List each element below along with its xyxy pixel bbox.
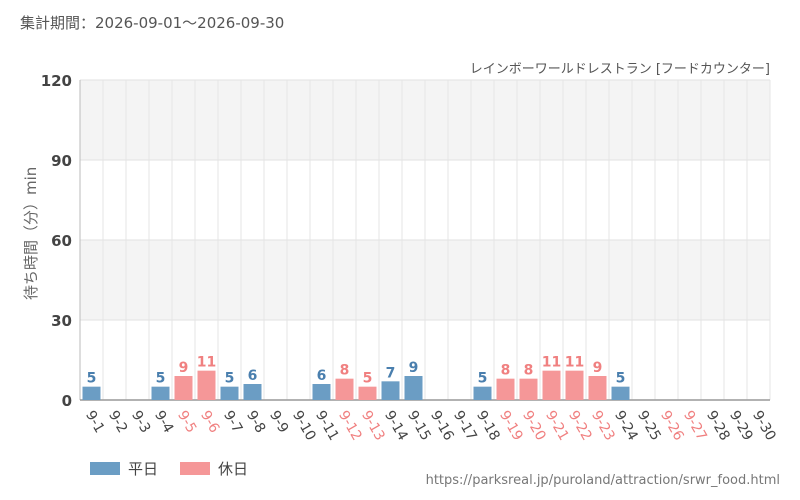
x-tick-label: 9-13 bbox=[358, 408, 388, 444]
bar bbox=[542, 370, 561, 400]
x-tick-label: 9-18 bbox=[473, 408, 503, 444]
x-tick-label: 9-25 bbox=[634, 408, 664, 444]
x-tick-label: 9-4 bbox=[151, 408, 176, 436]
bar-value-label: 5 bbox=[616, 371, 626, 387]
x-tick-label: 9-23 bbox=[588, 408, 618, 444]
x-tick-label: 9-1 bbox=[82, 408, 107, 436]
legend: 平日 休日 bbox=[90, 458, 248, 479]
bar-value-label: 5 bbox=[225, 371, 235, 387]
x-tick-label: 9-9 bbox=[266, 408, 291, 436]
x-tick-label: 9-10 bbox=[289, 408, 319, 444]
x-tick-label: 9-6 bbox=[197, 408, 222, 436]
x-tick-label: 9-11 bbox=[312, 408, 342, 444]
y-tick-label: 60 bbox=[51, 232, 72, 250]
bar-value-label: 8 bbox=[524, 363, 534, 379]
bar-value-label: 11 bbox=[542, 355, 561, 371]
x-tick-label: 9-16 bbox=[427, 408, 457, 444]
y-tick-label: 90 bbox=[51, 152, 72, 170]
legend-holiday-label: 休日 bbox=[218, 460, 249, 478]
x-tick-label: 9-5 bbox=[174, 408, 199, 436]
x-tick-label: 9-22 bbox=[565, 408, 595, 444]
legend-weekday-label: 平日 bbox=[128, 460, 159, 478]
bar-value-label: 11 bbox=[197, 355, 216, 371]
bar bbox=[519, 378, 538, 400]
bar bbox=[335, 378, 354, 400]
x-tick-label: 9-26 bbox=[657, 408, 687, 444]
bar bbox=[404, 376, 423, 400]
bar-value-label: 11 bbox=[565, 355, 584, 371]
x-tick-label: 9-3 bbox=[128, 408, 153, 436]
legend-weekday-swatch bbox=[90, 462, 120, 475]
bar bbox=[565, 370, 584, 400]
bar-value-label: 6 bbox=[248, 368, 258, 384]
legend-holiday-swatch bbox=[180, 462, 211, 475]
bar bbox=[473, 386, 492, 400]
bar-value-label: 5 bbox=[156, 371, 166, 387]
bar-value-label: 7 bbox=[386, 365, 396, 381]
bar-value-label: 9 bbox=[593, 360, 603, 376]
bar-value-label: 5 bbox=[87, 371, 97, 387]
bar bbox=[220, 386, 239, 400]
x-tick-label: 9-15 bbox=[404, 408, 434, 444]
bar bbox=[197, 370, 216, 400]
bar bbox=[82, 386, 101, 400]
attraction-title: レインボーワールドレストラン [フードカウンター] bbox=[469, 62, 770, 77]
x-tick-label: 9-8 bbox=[243, 408, 268, 436]
period-label: 集計期間：2026-09-01〜2026-09-30 bbox=[20, 14, 285, 32]
bar bbox=[174, 376, 193, 400]
x-tick-label: 9-14 bbox=[381, 408, 411, 444]
legend-holiday: 休日 bbox=[180, 458, 248, 479]
x-tick-label: 9-20 bbox=[519, 408, 549, 444]
x-tick-label: 9-19 bbox=[496, 408, 526, 444]
x-tick-label: 9-29 bbox=[726, 408, 756, 444]
x-tick-label: 9-30 bbox=[749, 408, 779, 444]
bar bbox=[151, 386, 170, 400]
bar bbox=[381, 381, 400, 400]
bar bbox=[312, 384, 331, 400]
bar-value-label: 6 bbox=[317, 368, 327, 384]
bar-value-label: 9 bbox=[179, 360, 189, 376]
x-tick-label: 9-12 bbox=[335, 408, 365, 444]
y-tick-label: 0 bbox=[62, 392, 72, 410]
legend-weekday: 平日 bbox=[90, 458, 158, 479]
x-tick-label: 9-2 bbox=[105, 408, 130, 436]
x-tick-label: 9-27 bbox=[680, 408, 710, 444]
bar-value-label: 9 bbox=[409, 360, 419, 376]
bar-value-label: 8 bbox=[501, 363, 511, 379]
bar-value-label: 5 bbox=[478, 371, 488, 387]
bar bbox=[358, 386, 377, 400]
x-tick-label: 9-7 bbox=[220, 408, 245, 436]
bar bbox=[496, 378, 515, 400]
y-tick-label: 30 bbox=[51, 312, 72, 330]
x-tick-label: 9-17 bbox=[450, 408, 480, 444]
x-tick-label: 9-21 bbox=[542, 408, 572, 444]
bar-value-label: 5 bbox=[363, 371, 373, 387]
bar bbox=[588, 376, 607, 400]
bar bbox=[611, 386, 630, 400]
bar bbox=[243, 384, 262, 400]
x-tick-label: 9-24 bbox=[611, 408, 641, 444]
bar-value-label: 8 bbox=[340, 363, 350, 379]
source-url: https://parksreal.jp/puroland/attraction… bbox=[425, 473, 780, 488]
x-tick-label: 9-28 bbox=[703, 408, 733, 444]
y-tick-label: 120 bbox=[41, 72, 72, 90]
